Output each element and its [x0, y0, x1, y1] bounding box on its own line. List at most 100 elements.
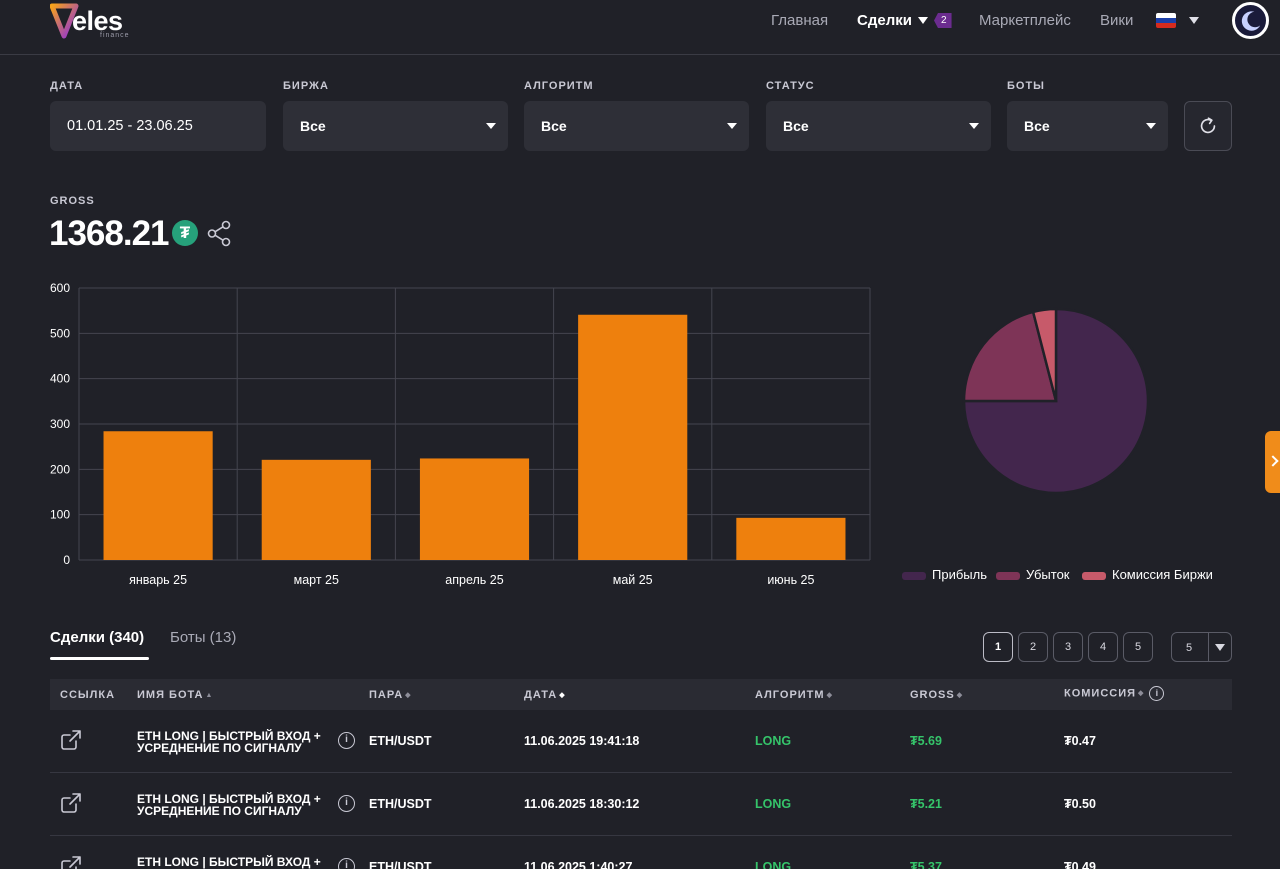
page-button-2[interactable]: 2 [1018, 632, 1048, 662]
sort-desc-icon[interactable]: ◆ [559, 692, 565, 699]
info-icon[interactable]: i [1149, 686, 1165, 701]
bot-name-line-1: ETH LONG | БЫСТРЫЙ ВХОД + [137, 729, 321, 743]
nav-wiki[interactable]: Вики [1100, 12, 1134, 29]
bot-name[interactable]: ETH LONG | БЫСТРЫЙ ВХОД +УСРЕДНЕНИЕ ПО С… [137, 856, 337, 869]
table-row[interactable]: ETH LONG | БЫСТРЫЙ ВХОД +УСРЕДНЕНИЕ ПО С… [50, 773, 1232, 836]
tether-icon: ₮ [172, 220, 198, 246]
active-tab-indicator [50, 657, 149, 660]
gross-cell: ₮5.37 [910, 860, 942, 869]
pie-slice-3[interactable] [1031, 307, 1058, 402]
sort-icon[interactable]: ◆ [1138, 690, 1144, 698]
column-header-bot[interactable]: ИМЯ БОТА ▲ [137, 689, 213, 701]
commission-cell: ₮0.50 [1064, 797, 1096, 811]
algorithm-cell: LONG [755, 797, 792, 811]
page-button-1[interactable]: 1 [983, 632, 1013, 662]
page-button-4[interactable]: 4 [1088, 632, 1118, 662]
pie-slice-1[interactable] [962, 307, 1150, 495]
nav-marketplace[interactable]: Маркетплейс [979, 12, 1071, 29]
external-link-icon[interactable] [60, 792, 82, 814]
bar-2 [261, 459, 371, 560]
algorithm-select[interactable]: Все [524, 101, 749, 151]
page-size-value: 5 [1186, 642, 1193, 654]
column-header-commission[interactable]: КОМИССИЯ ◆ i [1064, 686, 1165, 701]
chevron-down-icon [1146, 123, 1156, 129]
veles-logo[interactable] [50, 2, 140, 42]
theme-toggle-button[interactable] [1232, 2, 1269, 39]
commission-cell: ₮0.47 [1064, 734, 1096, 748]
bot-name[interactable]: ETH LONG | БЫСТРЫЙ ВХОД +УСРЕДНЕНИЕ ПО С… [137, 730, 337, 754]
gross-cell: ₮5.69 [910, 734, 942, 748]
refresh-button[interactable] [1184, 101, 1232, 151]
nav-home[interactable]: Главная [771, 12, 829, 29]
gross-cell: ₮5.21 [910, 797, 942, 811]
share-icon[interactable] [206, 220, 232, 247]
page-button-3[interactable]: 3 [1053, 632, 1083, 662]
x-tick-label: январь 25 [129, 573, 187, 587]
y-tick-label: 200 [50, 462, 70, 476]
pair-cell: ETH/USDT [369, 860, 432, 869]
russia-flag-icon[interactable] [1156, 13, 1176, 28]
table-header: ССЫЛКА ИМЯ БОТА ▲ ПАРА ◆ ДАТА ◆ АЛГОРИТМ ◆ G… [50, 679, 1232, 710]
chevron-down-icon [969, 123, 979, 129]
page-size-divider [1208, 633, 1209, 661]
logo-text[interactable]: eles [72, 6, 123, 36]
info-icon[interactable]: i [338, 795, 355, 812]
filter-exchange-label: БИРЖА [283, 80, 329, 92]
column-header-pair[interactable]: ПАРА ◆ [369, 689, 411, 701]
column-header-gross[interactable]: GROSS ◆ [910, 689, 963, 701]
external-link-icon[interactable] [60, 855, 82, 869]
y-tick-label: 0 [63, 553, 70, 567]
filter-date-label: ДАТА [50, 80, 84, 92]
chevron-down-icon[interactable] [918, 17, 928, 24]
status-select[interactable]: Все [766, 101, 991, 151]
info-icon[interactable]: i [338, 732, 355, 749]
status-select-value: Все [783, 118, 809, 134]
sort-icon[interactable]: ◆ [405, 692, 411, 699]
column-header-date[interactable]: ДАТА ◆ [524, 689, 565, 701]
legend-item[interactable]: Убыток [996, 567, 1070, 583]
exchange-select[interactable]: Все [283, 101, 508, 151]
gross-label: GROSS [50, 195, 95, 207]
top-bar: eles finance Главная Сделки 2 Маркетплей… [0, 0, 1280, 55]
side-panel-toggle[interactable] [1265, 431, 1280, 493]
sort-icon[interactable]: ◆ [956, 692, 963, 699]
chevron-down-icon [727, 123, 737, 129]
y-tick-label: 400 [50, 372, 70, 386]
bar-4 [578, 314, 688, 560]
legend-item[interactable]: Прибыль [902, 567, 987, 583]
refresh-icon [1200, 117, 1216, 134]
x-tick-label: апрель 25 [445, 573, 503, 587]
table-row[interactable]: ETH LONG | БЫСТРЫЙ ВХОД +УСРЕДНЕНИЕ ПО С… [50, 836, 1232, 869]
external-link-icon[interactable] [60, 729, 82, 751]
bot-name[interactable]: ETH LONG | БЫСТРЫЙ ВХОД +УСРЕДНЕНИЕ ПО С… [137, 793, 337, 817]
tab-deals[interactable]: Сделки (340) [50, 629, 145, 646]
legend-swatch [1082, 571, 1106, 580]
info-icon[interactable]: i [338, 858, 355, 869]
algorithm-cell: LONG [755, 860, 792, 869]
filter-bots-label: БОТЫ [1007, 80, 1045, 92]
language-chevron-down-icon[interactable] [1189, 17, 1199, 24]
bots-select-value: Все [1024, 118, 1050, 134]
table-row[interactable]: ETH LONG | БЫСТРЫЙ ВХОД +УСРЕДНЕНИЕ ПО С… [50, 710, 1232, 773]
pie-slice-2[interactable] [962, 310, 1058, 403]
x-tick-label: май 25 [613, 573, 653, 587]
y-tick-label: 100 [50, 508, 70, 522]
legend-item[interactable]: Комиссия Биржи [1082, 567, 1213, 583]
nav-deals[interactable]: Сделки [857, 12, 912, 29]
bar-5 [736, 517, 846, 560]
algorithm-select-value: Все [541, 118, 567, 134]
exchange-select-value: Все [300, 118, 326, 134]
logo-subtext: finance [100, 32, 130, 39]
chevron-down-icon [486, 123, 496, 129]
bar-3 [419, 458, 530, 560]
column-header-algorithm[interactable]: АЛГОРИТМ ◆ [755, 689, 832, 701]
tab-bots[interactable]: Боты (13) [170, 629, 237, 646]
chevron-down-icon [1215, 644, 1225, 651]
bots-select[interactable]: Все [1007, 101, 1168, 151]
sort-icon[interactable]: ▲ [205, 692, 213, 699]
date-range-input[interactable]: 01.01.25 - 23.06.25 [50, 101, 266, 151]
sort-icon[interactable]: ◆ [826, 692, 832, 699]
page-button-5[interactable]: 5 [1123, 632, 1153, 662]
page-size-select[interactable]: 5 [1171, 632, 1232, 662]
gross-breakdown-pie-chart [962, 307, 1150, 495]
